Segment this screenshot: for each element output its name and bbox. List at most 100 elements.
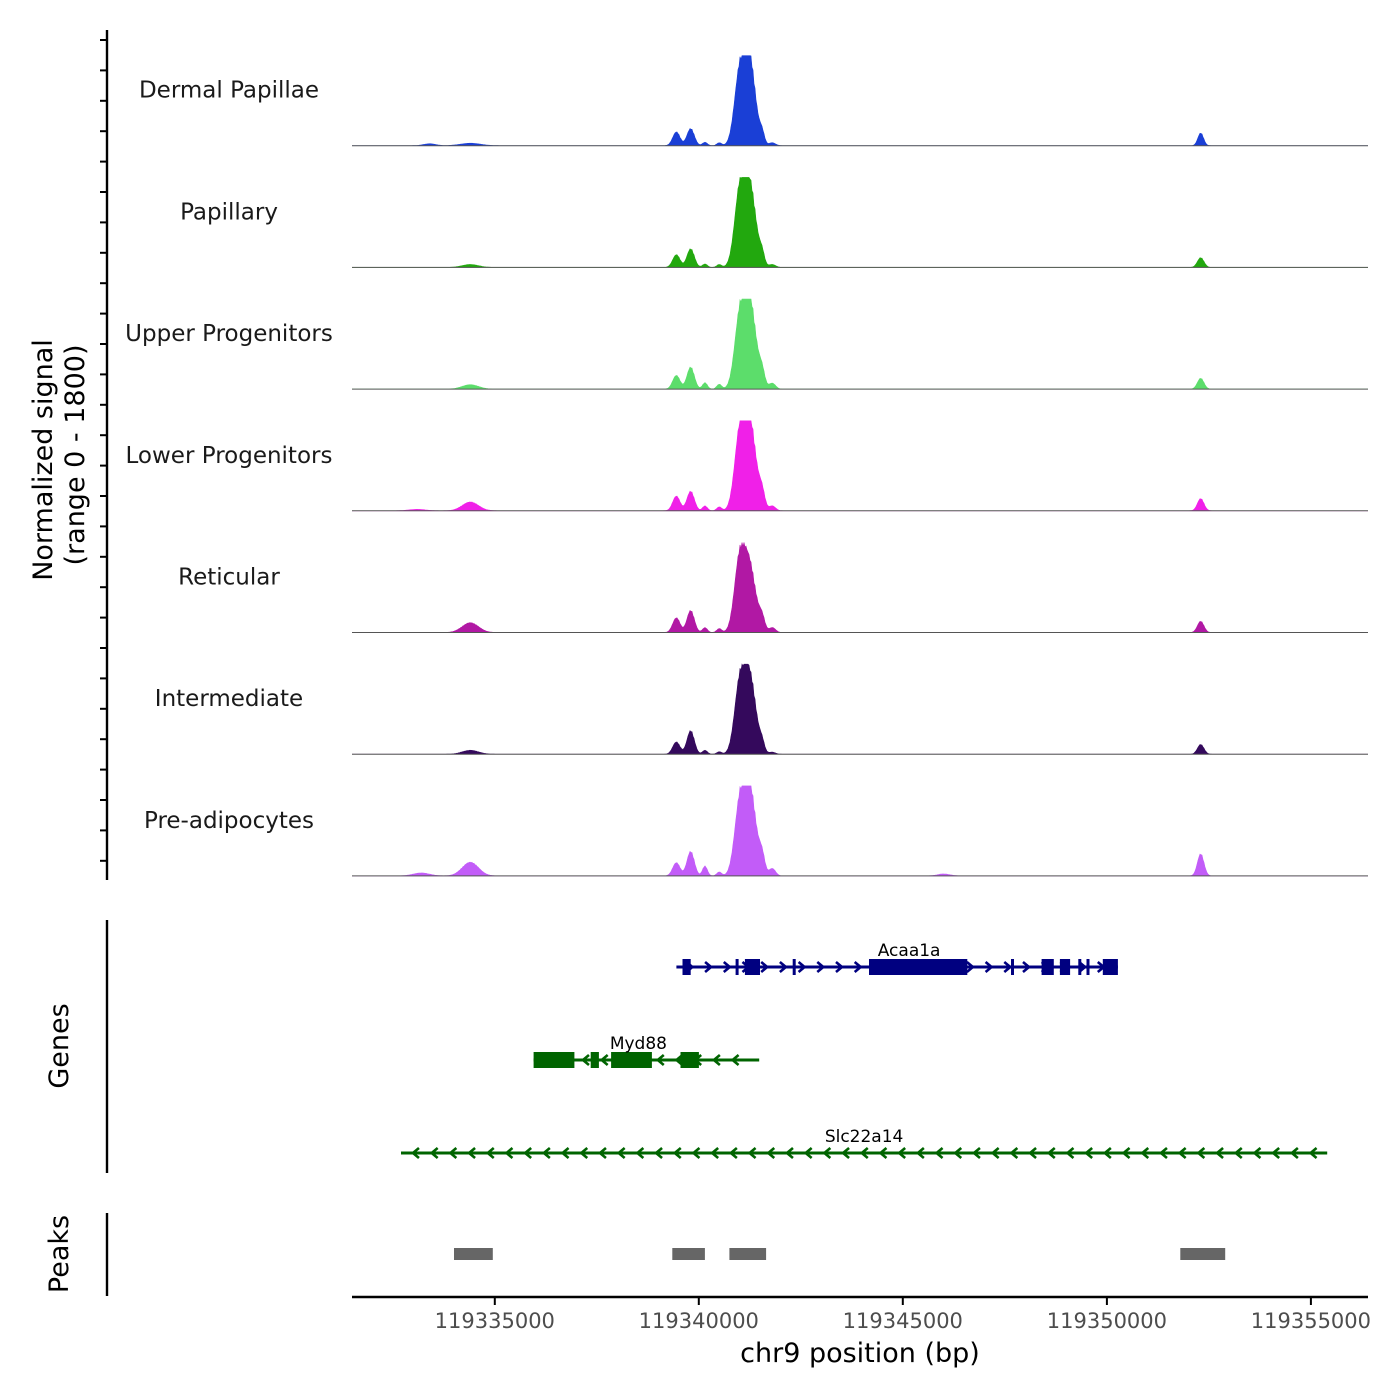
strand-arrow — [672, 1147, 682, 1159]
x-tick-label: 119345000 — [843, 1309, 963, 1333]
strand-arrow — [560, 1147, 570, 1159]
strand-arrow — [710, 1147, 719, 1159]
strand-arrow — [1003, 961, 1013, 973]
strand-arrow — [410, 1147, 420, 1159]
y-axis-label-line1: Normalized signal — [28, 339, 59, 581]
strand-arrow — [597, 1147, 607, 1159]
strand-arrow — [797, 961, 807, 973]
strand-arrow — [580, 1054, 590, 1066]
strand-arrow — [728, 1147, 738, 1159]
gene-label: Slc22a14 — [825, 1127, 904, 1147]
y-axis-label-line2: (range 0 - 1800) — [60, 345, 91, 566]
strand-arrow — [485, 1147, 495, 1159]
strand-arrow — [722, 961, 732, 973]
strand-arrow — [934, 1147, 944, 1159]
x-tick-label: 119355000 — [1251, 1309, 1371, 1333]
strand-arrow — [760, 961, 770, 973]
strand-arrow — [711, 1054, 721, 1066]
exon — [682, 959, 691, 975]
track-label: Dermal Papillae — [139, 78, 319, 104]
exon — [1011, 959, 1014, 975]
strand-arrow — [747, 1147, 757, 1159]
strand-arrow — [504, 1147, 514, 1159]
strand-arrow — [1289, 1147, 1299, 1159]
strand-arrow — [1028, 1147, 1037, 1159]
strand-arrow — [1308, 1147, 1318, 1159]
strand-arrow — [691, 1147, 701, 1159]
strand-arrow — [1158, 1147, 1168, 1159]
strand-arrow — [779, 961, 788, 973]
exon — [1041, 959, 1054, 975]
strand-arrow — [853, 961, 863, 973]
strand-arrow — [1215, 1147, 1224, 1159]
strand-arrow — [816, 961, 826, 973]
strand-arrow — [448, 1147, 458, 1159]
strand-arrow — [579, 1147, 589, 1159]
track-label: Upper Progenitors — [125, 321, 333, 347]
strand-arrow — [1102, 1147, 1112, 1159]
exon — [869, 959, 968, 975]
track-label: Intermediate — [155, 686, 303, 712]
strand-arrow — [966, 961, 975, 973]
strand-arrow — [655, 1054, 665, 1066]
strand-arrow — [1252, 1147, 1262, 1159]
coverage-area-0 — [352, 55, 1368, 146]
exon — [590, 1052, 599, 1068]
strand-arrow — [897, 1147, 906, 1159]
gene-label: Acaa1a — [878, 941, 941, 961]
gene-label: Myd88 — [610, 1034, 667, 1054]
strand-arrow — [429, 1147, 439, 1159]
strand-arrow — [990, 1147, 1000, 1159]
exon — [735, 959, 739, 975]
strand-arrow — [1140, 1147, 1150, 1159]
strand-arrow — [1233, 1147, 1243, 1159]
strand-arrow — [704, 961, 714, 973]
strand-arrow — [654, 1147, 663, 1159]
strand-arrow — [1046, 1147, 1056, 1159]
exon — [792, 959, 796, 975]
peak-region — [729, 1248, 767, 1260]
peak-region — [1180, 1248, 1226, 1260]
strand-arrow — [953, 1147, 963, 1159]
track-label: Papillary — [180, 199, 278, 225]
strand-arrow — [541, 1147, 551, 1159]
strand-arrow — [784, 1147, 794, 1159]
exon — [680, 1052, 699, 1068]
coverage-area-1 — [352, 176, 1368, 268]
exon — [611, 1052, 652, 1068]
strand-arrow — [835, 961, 845, 973]
peak-track — [105, 1213, 1226, 1296]
coverage-area-4 — [352, 542, 1368, 633]
coverage-area-5 — [352, 663, 1368, 755]
exon — [533, 1052, 575, 1068]
peaks-panel-label: Peaks — [44, 1215, 75, 1293]
strand-arrow — [878, 1147, 888, 1159]
strand-arrow — [803, 1147, 813, 1159]
exon — [1059, 959, 1071, 975]
track-label: Lower Progenitors — [126, 443, 333, 469]
strand-arrow — [841, 1147, 850, 1159]
strand-arrow — [1022, 961, 1032, 973]
strand-arrow — [915, 1147, 925, 1159]
peak-region — [672, 1248, 705, 1260]
x-axis: 119335000 119340000 119345000 119350000 1193… — [352, 1295, 1371, 1333]
coverage-area-3 — [352, 420, 1368, 512]
strand-arrow — [1196, 1147, 1206, 1159]
strand-arrow — [1271, 1147, 1280, 1159]
strand-arrow — [859, 1147, 869, 1159]
strand-arrow — [984, 961, 994, 973]
track-label: Pre-adipocytes — [144, 808, 314, 834]
exon — [1086, 959, 1090, 975]
exon — [1102, 959, 1118, 975]
x-axis-title: chr9 position (bp) — [740, 1338, 980, 1369]
strand-arrow — [635, 1147, 645, 1159]
strand-arrow — [674, 1054, 684, 1066]
strand-arrow — [1121, 1147, 1131, 1159]
coverage-area-2 — [352, 298, 1368, 390]
exon — [1078, 959, 1082, 975]
strand-arrow — [971, 1147, 981, 1159]
peak-region — [454, 1248, 493, 1260]
genes-panel-label: Genes — [44, 1003, 75, 1088]
strand-arrow — [616, 1147, 626, 1159]
